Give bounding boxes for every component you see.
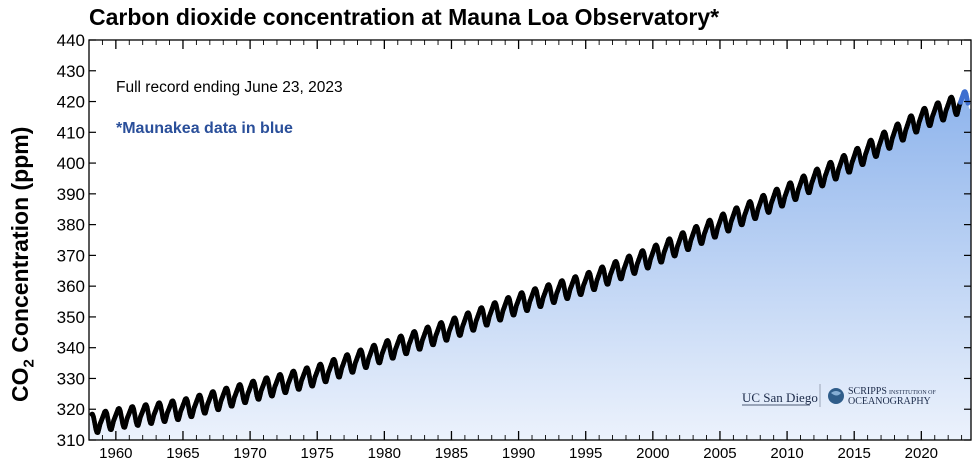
- y-tick-label: 390: [57, 185, 85, 204]
- scripps-logo-line2: OCEANOGRAPHY: [848, 396, 931, 407]
- scripps-logo-line1: SCRIPPS: [848, 386, 887, 397]
- y-tick-label: 410: [57, 123, 85, 142]
- y-tick-label: 320: [57, 400, 85, 419]
- record-note: Full record ending June 23, 2023: [116, 79, 343, 96]
- x-tick-label: 2000: [636, 445, 669, 462]
- scripps-globe-icon: [828, 388, 844, 404]
- x-tick-label: 1965: [166, 445, 199, 462]
- x-tick-label: 1985: [435, 445, 468, 462]
- maunakea-note: *Maunakea data in blue: [116, 120, 293, 137]
- y-tick-label: 440: [57, 31, 85, 50]
- y-tick-label: 310: [57, 431, 85, 450]
- y-tick-label: 350: [57, 308, 85, 327]
- x-tick-label: 1960: [99, 445, 132, 462]
- y-tick-label: 340: [57, 339, 85, 358]
- y-tick-label: 430: [57, 62, 85, 81]
- x-tick-label: 2020: [905, 445, 938, 462]
- y-tick-label: 370: [57, 246, 85, 265]
- y-tick-label: 360: [57, 277, 85, 296]
- scripps-logo-small: INSTITUTION OF: [889, 390, 936, 396]
- y-tick-label: 330: [57, 369, 85, 388]
- x-tick-label: 1975: [301, 445, 334, 462]
- x-tick-label: 2010: [770, 445, 803, 462]
- ucsd-logo: UC San Diego: [742, 390, 818, 406]
- x-tick-label: 1980: [368, 445, 401, 462]
- x-tick-label: 2015: [838, 445, 871, 462]
- x-tick-label: 2005: [703, 445, 736, 462]
- ucsd-logo-text: UC San Diego: [742, 390, 818, 405]
- y-tick-label: 380: [57, 216, 85, 235]
- plot-frame: [88, 39, 972, 441]
- chart-title: Carbon dioxide concentration at Mauna Lo…: [89, 4, 720, 30]
- scripps-logo: SCRIPPS INSTITUTION OF OCEANOGRAPHY: [828, 386, 936, 407]
- y-tick-label: 420: [57, 93, 85, 112]
- area-fill: [89, 91, 971, 440]
- y-tick-label: 400: [57, 154, 85, 173]
- x-tick-label: 1995: [569, 445, 602, 462]
- x-tick-label: 1990: [502, 445, 535, 462]
- x-tick-label: 1970: [233, 445, 266, 462]
